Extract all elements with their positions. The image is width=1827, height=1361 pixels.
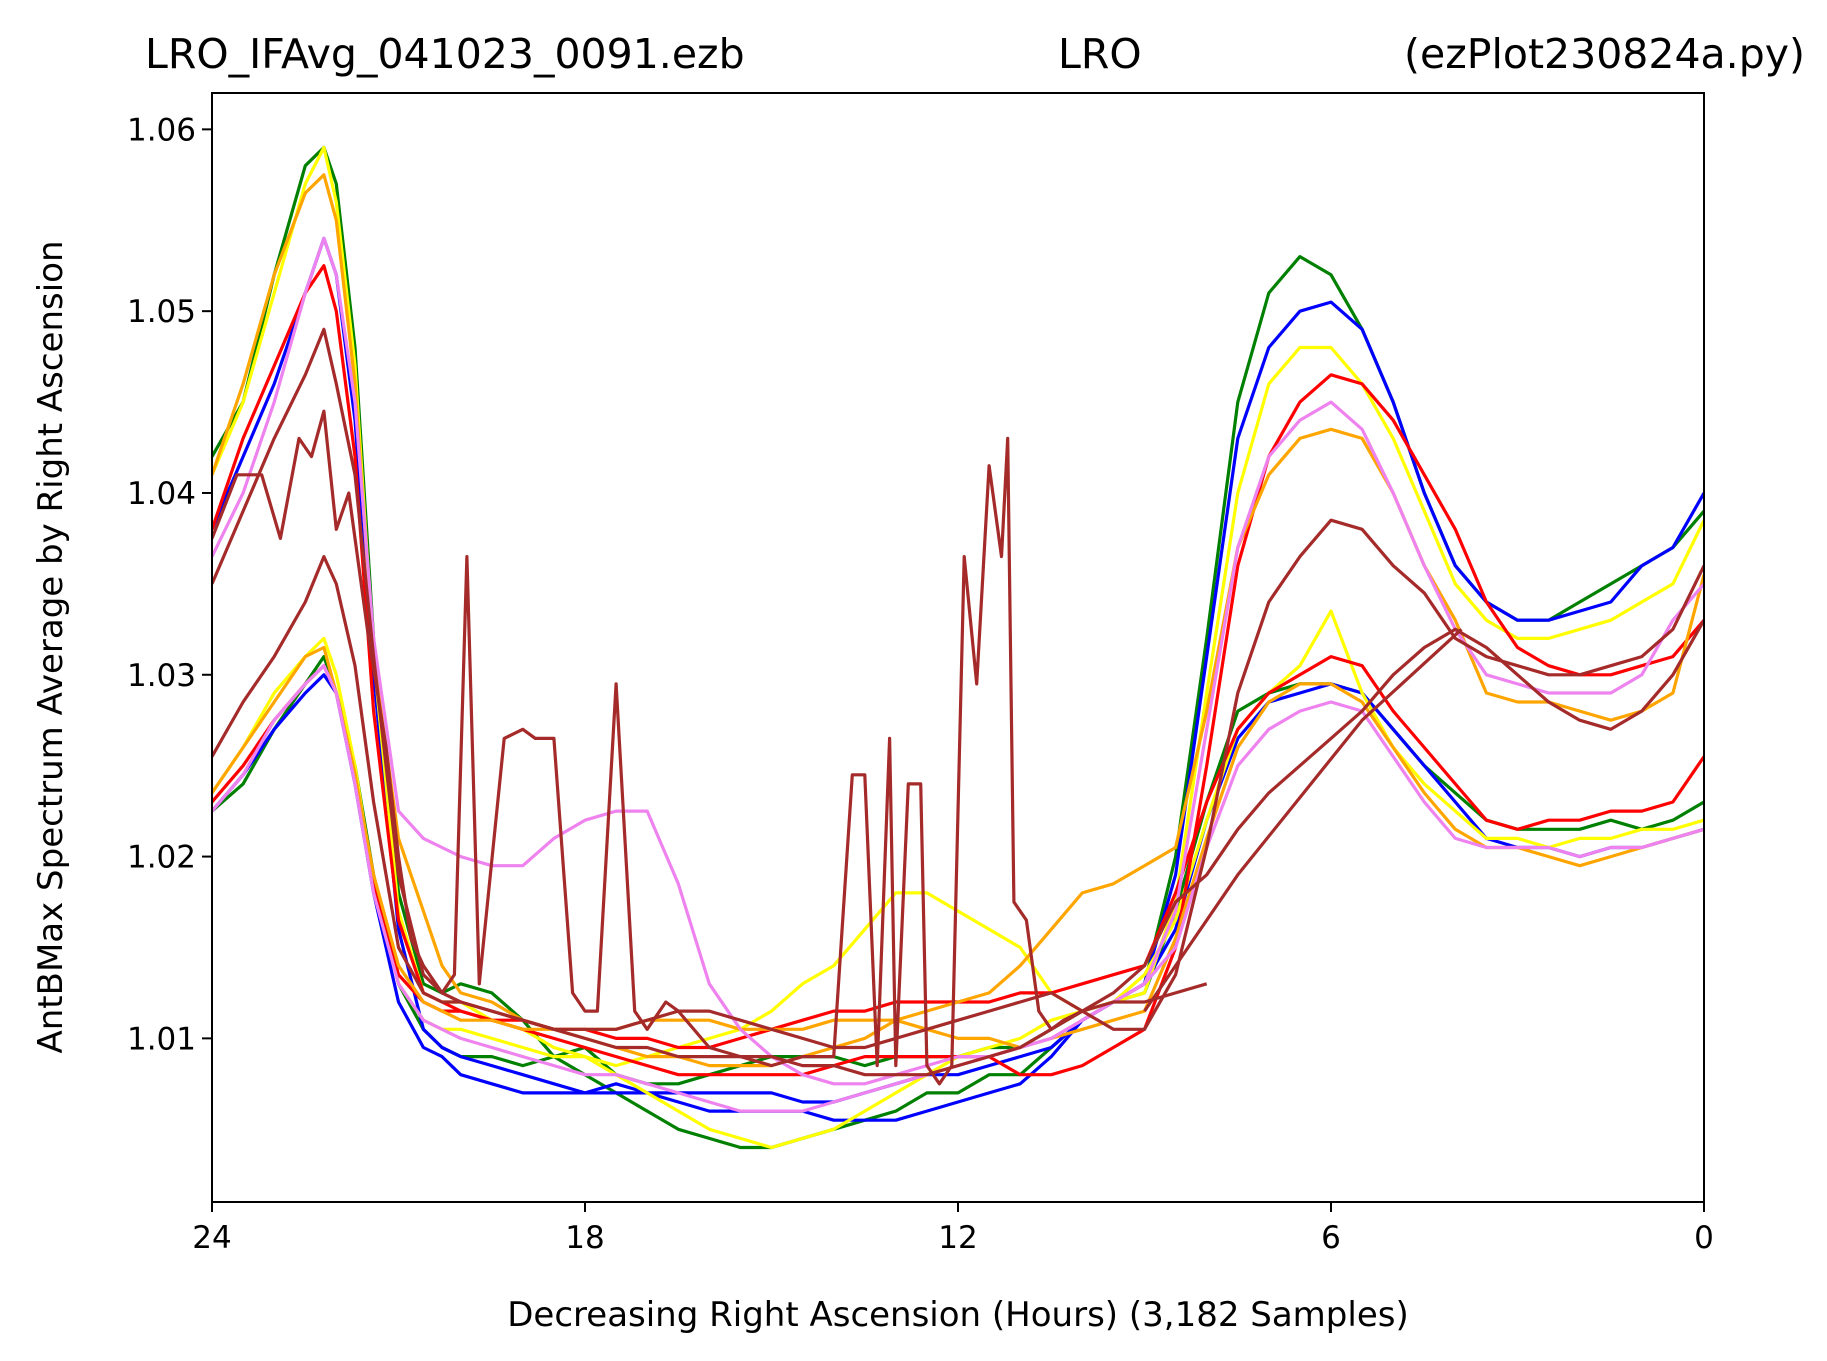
- y-tick-label: 1.01: [127, 1021, 196, 1057]
- series-line-14: [212, 554, 1704, 1077]
- plot-area-frame: [211, 92, 1705, 1203]
- series-line-16: [1143, 628, 1463, 1013]
- y-tick-label: 1.05: [127, 294, 196, 330]
- series-line-10: [212, 645, 1704, 1050]
- y-axis-label: AntBMax Spectrum Average by Right Ascens…: [31, 240, 71, 1053]
- series-line-13: [212, 327, 1704, 1050]
- x-tick-label: 6: [1321, 1220, 1341, 1256]
- y-tick-label: 1.02: [127, 840, 196, 876]
- series-line-11: [212, 236, 1704, 1086]
- y-tick-label: 1.03: [127, 658, 196, 694]
- x-tick-label: 0: [1694, 1220, 1714, 1256]
- x-tick-label: 18: [565, 1220, 604, 1256]
- y-axis-ticks: 1.01 1.02 1.03 1.04 1.05 1.06: [127, 112, 212, 1057]
- chart-title-script: (ezPlot230824a.py): [1404, 30, 1805, 78]
- series-line-9: [212, 173, 1704, 1068]
- chart-title-file: LRO_IFAvg_041023_0091.ezb: [145, 30, 745, 78]
- x-axis-ticks: 24 18 12 6 0: [192, 1202, 1714, 1256]
- series-line-7: [212, 264, 1704, 1077]
- y-tick-label: 1.06: [127, 112, 196, 148]
- x-tick-label: 24: [192, 1220, 231, 1256]
- series-line-15: [212, 409, 1208, 1086]
- series-line-3: [212, 236, 1704, 1122]
- x-tick-label: 12: [938, 1220, 977, 1256]
- series-layer: [212, 145, 1704, 1150]
- y-tick-label: 1.04: [127, 476, 196, 512]
- series-line-8: [212, 654, 1704, 1050]
- series-line-12: [212, 664, 1704, 1113]
- x-axis-label: Decreasing Right Ascension (Hours) (3,18…: [507, 1295, 1408, 1335]
- chart-title-center: LRO: [1058, 30, 1142, 78]
